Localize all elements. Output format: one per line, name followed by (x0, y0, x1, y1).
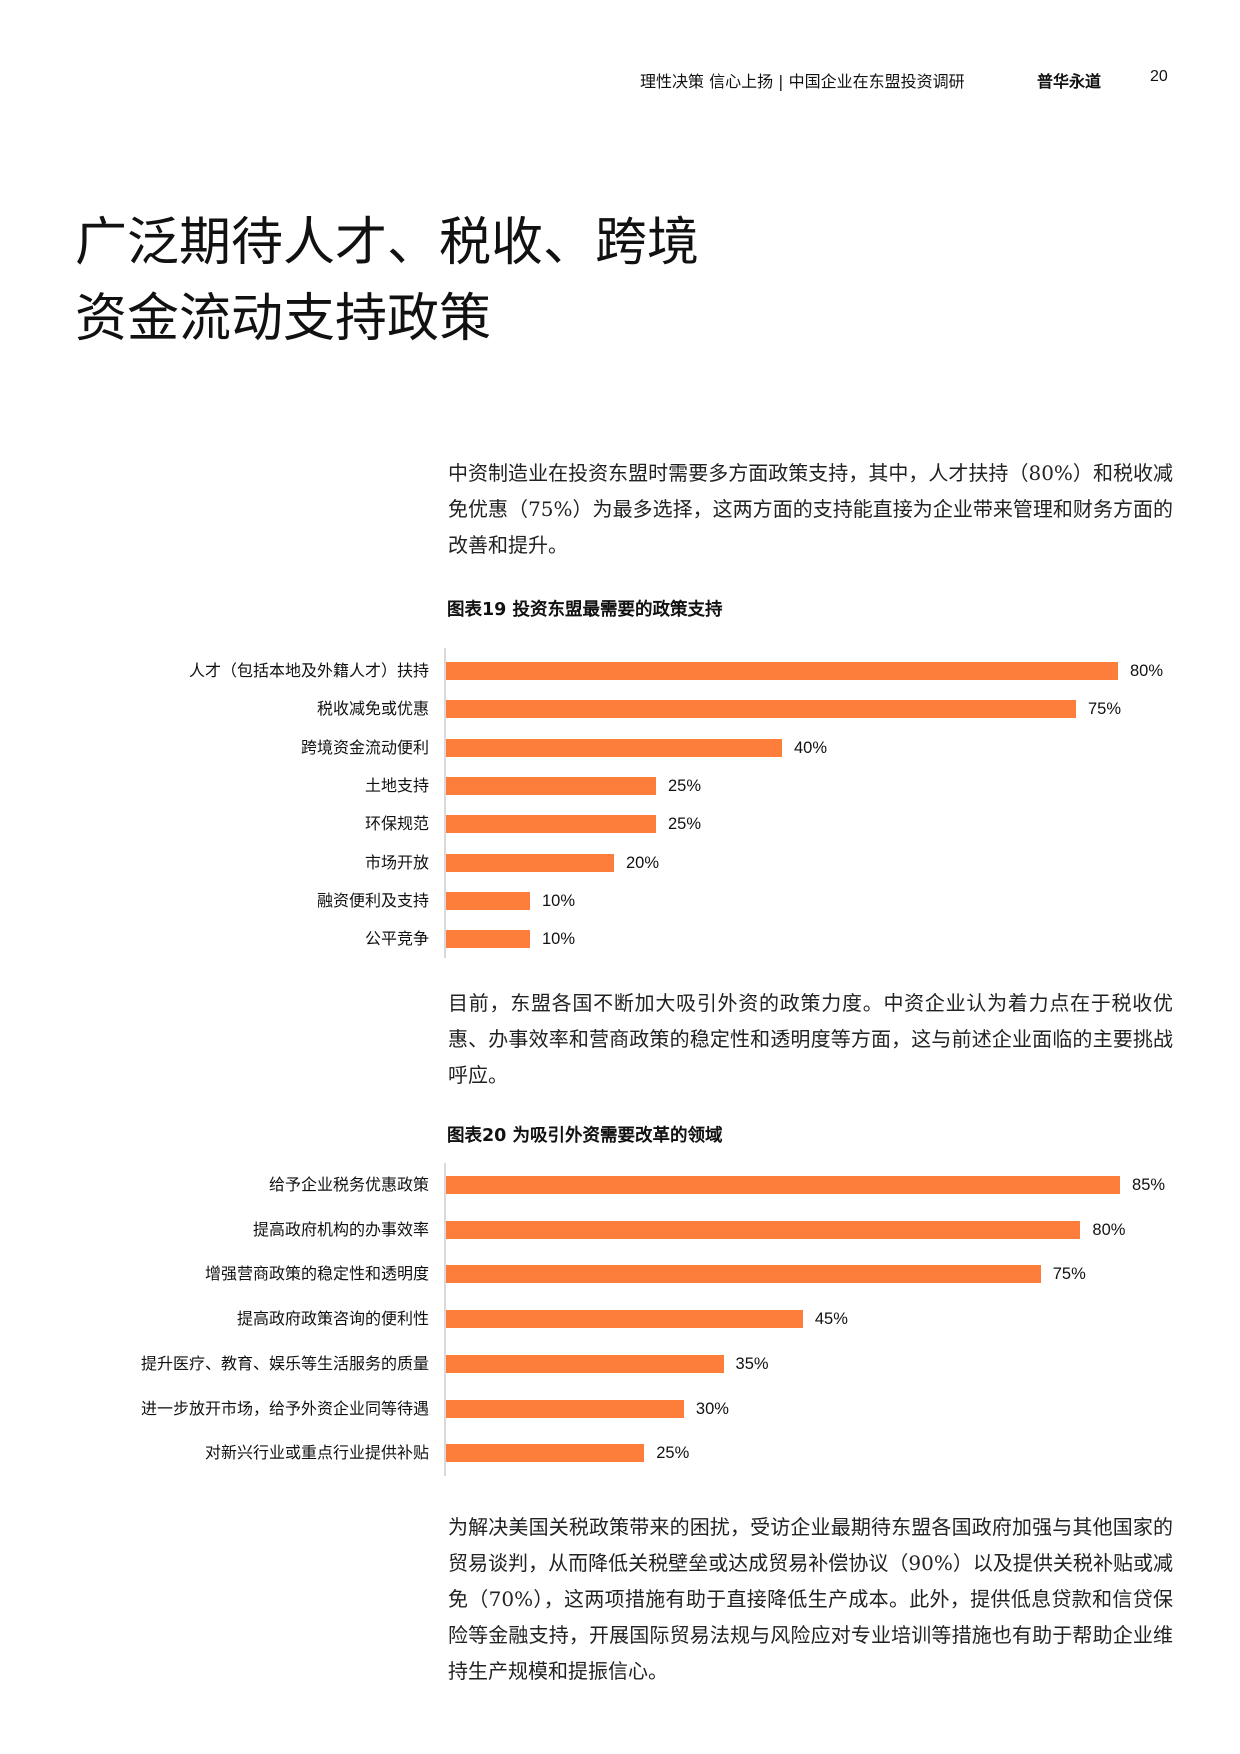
body-paragraph: 目前，东盟各国不断加大吸引外资的政策力度。中资企业认为着力点在于税收优惠、办事效… (448, 991, 1173, 1087)
document-title: 理性决策 信心上扬 | 中国企业在东盟投资调研 (640, 72, 965, 91)
bar (446, 662, 1118, 680)
bar-row: 税收减免或优惠 75% (0, 699, 1240, 719)
body-paragraph: 为解决美国关税政策带来的困扰，受访企业最期待东盟各国政府加强与其他国家的贸易谈判… (448, 1515, 1173, 1683)
value-label: 80% (1092, 1220, 1126, 1239)
bar (446, 1220, 1081, 1239)
category-label: 市场开放 (364, 852, 429, 872)
category-label: 税收减免或优惠 (316, 699, 429, 719)
value-label: 25% (668, 815, 702, 834)
bar (446, 1354, 724, 1373)
bar (446, 853, 614, 872)
bar (446, 891, 530, 910)
value-label: 75% (1088, 700, 1122, 719)
bar (446, 1399, 684, 1418)
chart20-bar-chart: 给予企业税务优惠政策 85% 提高政府机构的办事效率 80% 增强营商政策的稳定性和透明… (0, 1163, 1240, 1476)
category-label: 进一步放开市场，给予外资企业同等待遇 (140, 1398, 429, 1418)
bar-row: 提升医疗、教育、娱乐等生活服务的质量 35% (0, 1354, 1240, 1374)
chart19-title: 图表19 投资东盟最需要的政策支持 (447, 600, 723, 620)
category-label: 对新兴行业或重点行业提供补贴 (204, 1443, 429, 1463)
category-label: 给予企业税务优惠政策 (268, 1175, 429, 1194)
bar-row: 提高政府政策咨询的便利性 45% (0, 1309, 1240, 1329)
category-label: 环保规范 (364, 814, 429, 834)
value-label: 10% (542, 891, 576, 910)
bar (446, 700, 1076, 719)
bar-row: 市场开放 20% (0, 853, 1240, 873)
value-label: 25% (668, 776, 702, 795)
bar (446, 930, 530, 949)
page-title-line1: 广泛期待人才、税收、跨境 (75, 213, 700, 273)
bar-row: 跨境资金流动便利 40% (0, 738, 1240, 758)
value-label: 20% (626, 853, 660, 872)
bar-row: 土地支持 25% (0, 776, 1240, 796)
bar-row: 进一步放开市场，给予外资企业同等待遇 30% (0, 1399, 1240, 1419)
value-label: 25% (656, 1444, 690, 1463)
value-label: 35% (735, 1354, 769, 1373)
bar (446, 1176, 1121, 1194)
value-label: 10% (542, 930, 576, 949)
chart-axis (444, 1163, 446, 1476)
bar (446, 776, 656, 795)
chart-axis (444, 648, 446, 958)
value-label: 45% (814, 1310, 848, 1329)
bar-row: 环保规范 25% (0, 814, 1240, 834)
chart20-title: 图表20 为吸引外资需要改革的领域 (447, 1126, 723, 1146)
bar (446, 815, 656, 834)
category-label: 提升医疗、教育、娱乐等生活服务的质量 (140, 1353, 429, 1373)
page-header: 理性决策 信心上扬 | 中国企业在东盟投资调研 普华永道 20 (0, 68, 1240, 92)
bar-row: 对新兴行业或重点行业提供补贴 25% (0, 1443, 1240, 1463)
category-label: 增强营商政策的稳定性和透明度 (204, 1264, 429, 1284)
value-label: 30% (695, 1399, 729, 1418)
page-number: 20 (1150, 68, 1168, 85)
bar (446, 1444, 645, 1463)
category-label: 跨境资金流动便利 (300, 737, 429, 757)
value-label: 80% (1130, 662, 1164, 680)
bar-row: 给予企业税务优惠政策 85% (0, 1175, 1240, 1195)
value-label: 85% (1132, 1176, 1166, 1194)
category-label: 提高政府政策咨询的便利性 (236, 1309, 429, 1329)
bar (446, 738, 782, 757)
category-label: 融资便利及支持 (316, 890, 429, 910)
category-label: 提高政府机构的办事效率 (252, 1219, 429, 1239)
category-label: 土地支持 (364, 775, 429, 795)
page-title: 广泛期待人才、税收、跨境 资金流动支持政策 (75, 205, 699, 357)
bar-row: 人才（包括本地及外籍人才）扶持 80% (0, 661, 1240, 681)
bar-row: 公平竞争 10% (0, 929, 1240, 949)
category-label: 公平竞争 (364, 929, 429, 949)
brand-name: 普华永道 (1037, 72, 1102, 91)
bar-row: 增强营商政策的稳定性和透明度 75% (0, 1264, 1240, 1284)
value-label: 75% (1052, 1265, 1086, 1284)
chart19-bar-chart: 人才（包括本地及外籍人才）扶持 80% 税收减免或优惠 75% 跨境资金流动便利 40% 土… (0, 648, 1240, 958)
bar-row: 融资便利及支持 10% (0, 891, 1240, 911)
body-paragraph: 中资制造业在投资东盟时需要多方面政策支持，其中，人才扶持（80%）和税收减免优惠… (448, 461, 1173, 557)
bar (446, 1265, 1041, 1284)
category-label: 人才（包括本地及外籍人才）扶持 (188, 661, 429, 680)
bar-row: 提高政府机构的办事效率 80% (0, 1220, 1240, 1240)
bar (446, 1310, 803, 1329)
page-title-line2: 资金流动支持政策 (75, 289, 492, 349)
value-label: 40% (794, 738, 828, 757)
